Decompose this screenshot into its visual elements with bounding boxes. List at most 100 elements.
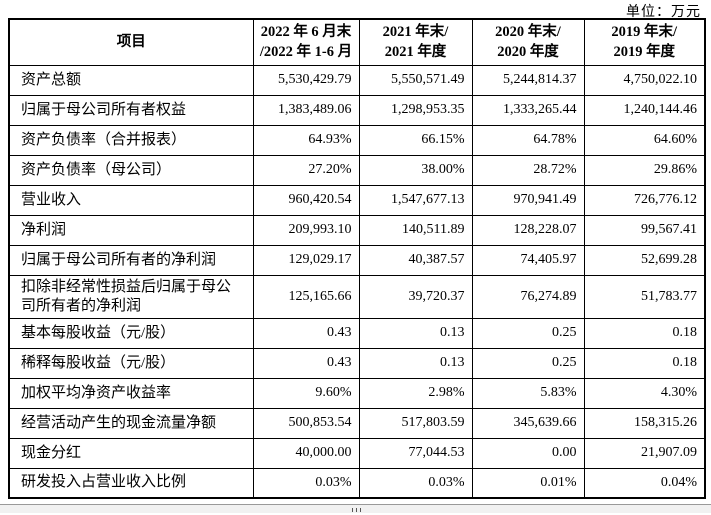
column-header-item: 项目 — [8, 18, 254, 66]
value-cell-2020: 1,333,265.44 — [471, 94, 585, 126]
value-cell-2021: 39,720.37 — [358, 274, 473, 319]
column-header-line2: 2019 年度 — [613, 44, 676, 61]
value-cell-2022: 27.20% — [252, 154, 360, 186]
table-body: 资产总额 5,530,429.79 5,550,571.49 5,244,814… — [8, 64, 706, 499]
value-cell-2022: 125,165.66 — [252, 274, 360, 319]
value-cell-2019: 1,240,144.46 — [583, 94, 706, 126]
table-row: 研发投入占营业收入比例 0.03% 0.03% 0.01% 0.04% — [8, 467, 706, 499]
column-header-line1: 2019 年末/ — [611, 24, 678, 41]
value-cell-2019: 0.18 — [583, 317, 706, 349]
table-header: 项目 2022 年 6 月末 /2022 年 1-6 月 2021 年末/ 20… — [8, 18, 706, 66]
value-cell-2022: 500,853.54 — [252, 407, 360, 439]
value-cell-2020: 5.83% — [471, 377, 585, 409]
value-cell-2022: 0.03% — [252, 467, 360, 499]
value-cell-2019: 4.30% — [583, 377, 706, 409]
value-cell-2022: 209,993.10 — [252, 214, 360, 246]
row-label-cell: 加权平均净资产收益率 — [8, 377, 254, 409]
value-cell-2021: 1,298,953.35 — [358, 94, 473, 126]
value-cell-2019: 99,567.41 — [583, 214, 706, 246]
row-label-cell: 资产总额 — [8, 64, 254, 96]
value-cell-2021: 66.15% — [358, 124, 473, 156]
value-cell-2020: 5,244,814.37 — [471, 64, 585, 96]
value-cell-2021: 517,803.59 — [358, 407, 473, 439]
value-cell-2022: 0.43 — [252, 347, 360, 379]
value-cell-2022: 960,420.54 — [252, 184, 360, 216]
column-header-line2: /2022 年 1-6 月 — [259, 44, 353, 61]
value-cell-2021: 5,550,571.49 — [358, 64, 473, 96]
unit-label: 单位：万元 — [626, 5, 701, 20]
column-header-2021: 2021 年末/ 2021 年度 — [358, 18, 473, 66]
value-cell-2021: 0.03% — [358, 467, 473, 499]
value-cell-2020: 128,228.07 — [471, 214, 585, 246]
column-header-2019: 2019 年末/ 2019 年度 — [583, 18, 706, 66]
drag-handle-dots-icon[interactable] — [355, 508, 357, 512]
row-label-cell: 经营活动产生的现金流量净额 — [8, 407, 254, 439]
value-cell-2021: 38.00% — [358, 154, 473, 186]
value-cell-2019: 158,315.26 — [583, 407, 706, 439]
table-row: 归属于母公司所有者权益 1,383,489.06 1,298,953.35 1,… — [8, 94, 706, 126]
column-header-line1: 2021 年末/ — [382, 24, 449, 41]
bottom-scrollbar[interactable] — [0, 504, 711, 515]
table-row: 基本每股收益（元/股） 0.43 0.13 0.25 0.18 — [8, 317, 706, 349]
column-header-2022: 2022 年 6 月末 /2022 年 1-6 月 — [252, 18, 360, 66]
value-cell-2019: 52,699.28 — [583, 244, 706, 276]
column-header-line2: 2020 年度 — [497, 44, 559, 61]
value-cell-2019: 726,776.12 — [583, 184, 706, 216]
table-row: 归属于母公司所有者的净利润 129,029.17 40,387.57 74,40… — [8, 244, 706, 276]
value-cell-2021: 0.13 — [358, 347, 473, 379]
value-cell-2021: 1,547,677.13 — [358, 184, 473, 216]
value-cell-2019: 29.86% — [583, 154, 706, 186]
value-cell-2022: 9.60% — [252, 377, 360, 409]
table-row: 资产总额 5,530,429.79 5,550,571.49 5,244,814… — [8, 64, 706, 96]
column-header-line2: 2021 年度 — [384, 44, 447, 61]
value-cell-2020: 970,941.49 — [471, 184, 585, 216]
value-cell-2022: 5,530,429.79 — [252, 64, 360, 96]
value-cell-2022: 64.93% — [252, 124, 360, 156]
value-cell-2020: 0.01% — [471, 467, 585, 499]
value-cell-2020: 345,639.66 — [471, 407, 585, 439]
value-cell-2020: 0.25 — [471, 317, 585, 349]
column-header-line1: 2022 年 6 月末 — [260, 24, 352, 41]
value-cell-2020: 28.72% — [471, 154, 585, 186]
value-cell-2020: 64.78% — [471, 124, 585, 156]
value-cell-2020: 76,274.89 — [471, 274, 585, 319]
value-cell-2021: 40,387.57 — [358, 244, 473, 276]
row-label-cell: 稀释每股收益（元/股） — [8, 347, 254, 379]
table-row: 资产负债率（合并报表） 64.93% 66.15% 64.78% 64.60% — [8, 124, 706, 156]
financial-summary-table: 项目 2022 年 6 月末 /2022 年 1-6 月 2021 年末/ 20… — [8, 18, 706, 499]
column-header-2020: 2020 年末/ 2020 年度 — [471, 18, 585, 66]
row-label-cell: 现金分红 — [8, 437, 254, 469]
row-label-cell: 归属于母公司所有者权益 — [8, 94, 254, 126]
column-header-line1: 2020 年末/ — [495, 24, 561, 41]
value-cell-2019: 4,750,022.10 — [583, 64, 706, 96]
value-cell-2022: 0.43 — [252, 317, 360, 349]
value-cell-2019: 21,907.09 — [583, 437, 706, 469]
value-cell-2020: 0.25 — [471, 347, 585, 379]
value-cell-2022: 40,000.00 — [252, 437, 360, 469]
table-row: 加权平均净资产收益率 9.60% 2.98% 5.83% 4.30% — [8, 377, 706, 409]
header-row: 项目 2022 年 6 月末 /2022 年 1-6 月 2021 年末/ 20… — [8, 18, 706, 66]
row-label-cell: 归属于母公司所有者的净利润 — [8, 244, 254, 276]
row-label-cell: 营业收入 — [8, 184, 254, 216]
value-cell-2019: 0.04% — [583, 467, 706, 499]
column-header-item-label: 项目 — [116, 34, 146, 51]
row-label-cell: 资产负债率（母公司） — [8, 154, 254, 186]
table-row: 营业收入 960,420.54 1,547,677.13 970,941.49 … — [8, 184, 706, 216]
row-label-cell: 净利润 — [8, 214, 254, 246]
table-row: 扣除非经常性损益后归属于母公司所有者的净利润 125,165.66 39,720… — [8, 274, 706, 319]
table-row: 现金分红 40,000.00 77,044.53 0.00 21,907.09 — [8, 437, 706, 469]
row-label-cell: 基本每股收益（元/股） — [8, 317, 254, 349]
value-cell-2021: 0.13 — [358, 317, 473, 349]
value-cell-2021: 140,511.89 — [358, 214, 473, 246]
value-cell-2019: 64.60% — [583, 124, 706, 156]
value-cell-2021: 77,044.53 — [358, 437, 473, 469]
row-label-cell: 资产负债率（合并报表） — [8, 124, 254, 156]
row-label-cell: 扣除非经常性损益后归属于母公司所有者的净利润 — [8, 274, 254, 319]
row-label-cell: 研发投入占营业收入比例 — [8, 467, 254, 499]
value-cell-2019: 51,783.77 — [583, 274, 706, 319]
value-cell-2022: 1,383,489.06 — [252, 94, 360, 126]
value-cell-2020: 74,405.97 — [471, 244, 585, 276]
table-row: 稀释每股收益（元/股） 0.43 0.13 0.25 0.18 — [8, 347, 706, 379]
value-cell-2019: 0.18 — [583, 347, 706, 379]
